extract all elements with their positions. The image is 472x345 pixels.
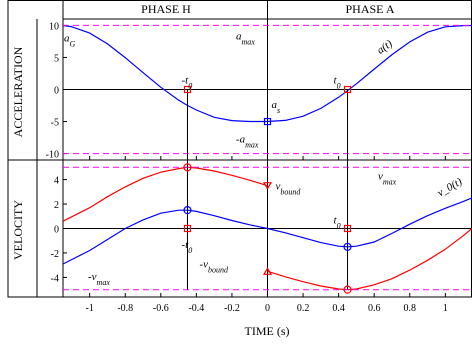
y-axis-label-velocity: VELOCITY <box>11 200 25 260</box>
y-tick-label: -5 <box>51 118 59 129</box>
y-tick-label: 0 <box>54 225 59 236</box>
marker-minus-t0-velocity <box>183 224 192 233</box>
y-tick-label: 0 <box>54 86 59 97</box>
x-tick-label: 1 <box>443 303 448 314</box>
label-minus-a-max: -amax <box>236 134 259 150</box>
phase-label-a: PHASE A <box>345 2 394 16</box>
x-tick-label: 0.2 <box>297 303 310 314</box>
label-minus-t0-accel: -t0 <box>181 75 192 91</box>
x-tick-label: 0.6 <box>368 303 381 314</box>
x-tick-label: -0.6 <box>153 303 169 314</box>
y-tick-label: -2 <box>51 249 59 260</box>
y-tick-label: -10 <box>46 150 59 161</box>
y-tick-label: 4 <box>54 176 59 187</box>
marker-v0-peak <box>183 206 192 215</box>
x-tick-label: -1 <box>86 303 94 314</box>
marker-a-s <box>263 117 272 126</box>
marker-v-bound <box>262 182 273 190</box>
plot-layer <box>62 24 472 294</box>
x-axis-label: TIME (s) <box>245 324 290 338</box>
label-t0-accel: t0 <box>334 75 341 91</box>
marker-v0-trough <box>343 242 352 251</box>
label-t0-velocity: t0 <box>334 215 341 231</box>
y-tick-label: 2 <box>54 200 59 211</box>
label-v-bound: vbound <box>276 180 302 196</box>
series-line-v-t-lower <box>267 228 472 291</box>
axes-frame <box>7 0 472 298</box>
label-v-max: vmax <box>378 171 397 187</box>
series-line-v-0-t- <box>62 197 472 265</box>
y-tick-label: 5 <box>54 53 59 64</box>
x-tick-label: 0 <box>265 303 270 314</box>
label-minus-v-bound: -vbound <box>200 259 230 275</box>
x-tick-label: 0.4 <box>332 303 345 314</box>
y-axis-label-acceleration: ACCELERATION <box>11 46 25 137</box>
y-tick-label: -4 <box>51 273 59 284</box>
marker-minus-v-bound <box>262 267 273 275</box>
series-line-a-t- <box>62 24 472 123</box>
marker-t0-velocity <box>343 224 352 233</box>
label-a-g: aG <box>64 32 76 48</box>
phase-label-h: PHASE H <box>141 2 191 16</box>
label-a-s: as <box>272 99 281 115</box>
marker-t0-accel <box>343 85 352 94</box>
marker-minus-t0-accel <box>183 85 192 94</box>
x-tick-label: 0.8 <box>404 303 417 314</box>
label-v0-t: v_0(t) <box>436 176 465 200</box>
x-tick-label: -0.4 <box>188 303 204 314</box>
series-line-v-t-upper <box>62 166 268 222</box>
marker-v-trough <box>343 285 352 294</box>
label-a-max: amax <box>236 31 255 47</box>
label-minus-t0-velocity: -t0 <box>181 239 192 255</box>
y-tick-label: 10 <box>49 21 59 32</box>
marker-v-peak <box>183 163 192 172</box>
label-minus-v-max: -vmax <box>88 271 110 287</box>
outer-frame <box>7 0 472 298</box>
x-tick-label: -0.2 <box>224 303 240 314</box>
label-a-t: a(t) <box>375 38 395 57</box>
x-tick-label: -0.8 <box>117 303 133 314</box>
